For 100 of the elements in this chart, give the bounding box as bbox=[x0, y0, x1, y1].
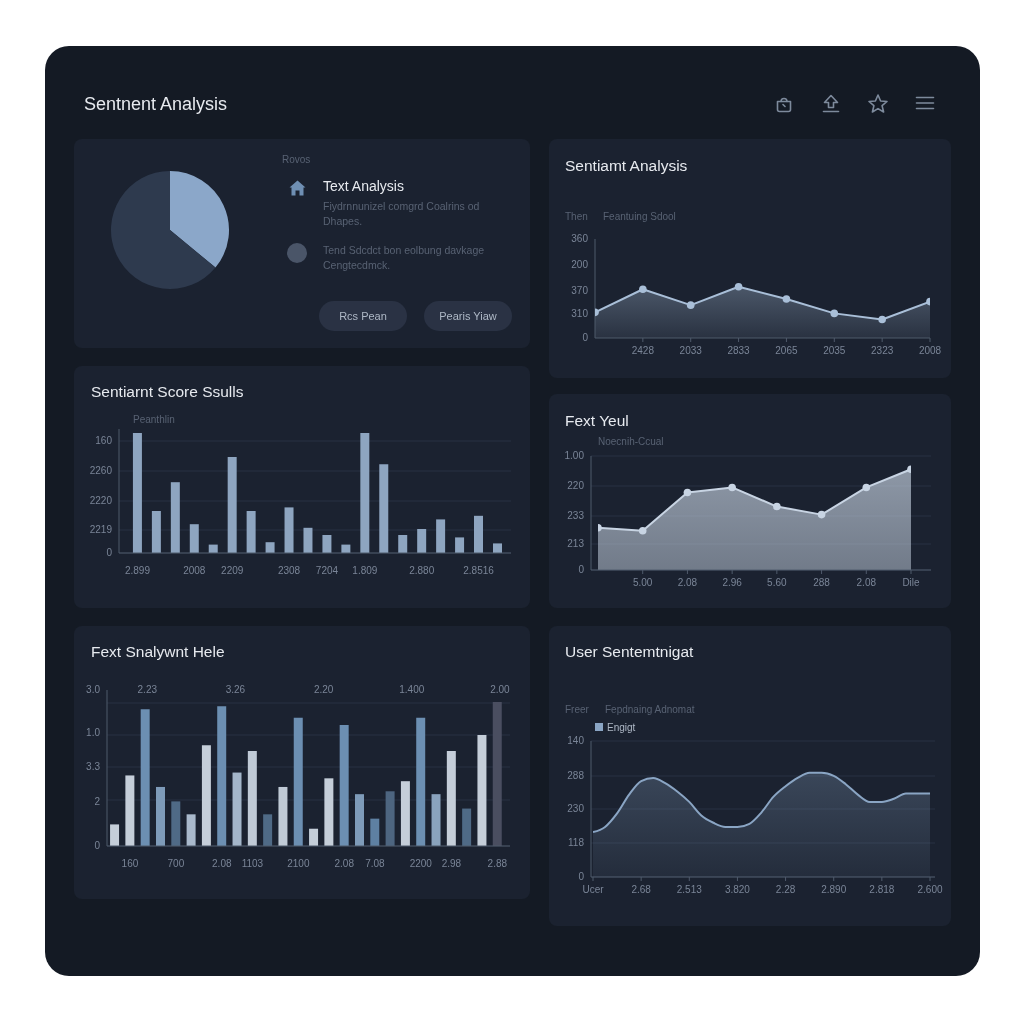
point bbox=[773, 502, 781, 511]
text: 360 bbox=[571, 232, 588, 246]
text: 233 bbox=[567, 509, 584, 523]
x-tick-label: 288 bbox=[813, 577, 831, 589]
x-tick-label: 2008 bbox=[183, 565, 206, 577]
x-tick-label: 2.28 bbox=[775, 884, 796, 896]
x-tick-label: 2.08 bbox=[677, 577, 698, 589]
point bbox=[817, 510, 826, 519]
bar bbox=[385, 791, 395, 846]
bar bbox=[171, 801, 181, 846]
pie-slice bbox=[111, 171, 216, 289]
x-tick-label: 2308 bbox=[277, 565, 301, 577]
bar bbox=[170, 482, 180, 553]
bar bbox=[417, 529, 427, 553]
bar bbox=[436, 519, 446, 553]
x-tick-label: Ucer bbox=[582, 884, 605, 896]
bar bbox=[446, 750, 456, 846]
chart-title: Fext Yeul bbox=[565, 411, 629, 432]
point bbox=[639, 285, 647, 294]
point bbox=[686, 301, 695, 309]
chart-title: Sentiamt Analysis bbox=[565, 156, 688, 177]
pill-button: Pearis Yiaw bbox=[424, 301, 512, 331]
x-tick-label: 2.899 bbox=[124, 565, 151, 577]
x-tick-label: 2200 bbox=[409, 858, 433, 870]
x-tick-label: 1.809 bbox=[352, 565, 378, 577]
x-tick-label: 2833 bbox=[727, 345, 751, 357]
text: 1.00 bbox=[564, 449, 584, 463]
bar bbox=[155, 786, 165, 846]
bar bbox=[125, 775, 135, 846]
bar bbox=[278, 786, 288, 846]
point bbox=[830, 309, 839, 318]
bar bbox=[339, 725, 349, 846]
x-tick-label: 2323 bbox=[871, 345, 894, 357]
text: 288 bbox=[567, 769, 584, 783]
text: 2220 bbox=[89, 494, 112, 508]
text: 2.23 bbox=[137, 683, 158, 697]
x-tick-label: 2065 bbox=[775, 345, 798, 357]
bar bbox=[379, 464, 389, 553]
x-tick-label: 2209 bbox=[221, 565, 244, 577]
bar bbox=[303, 527, 313, 553]
bar bbox=[477, 735, 487, 846]
text: 140 bbox=[567, 734, 584, 748]
text: 3.3 bbox=[86, 760, 100, 774]
text: 160 bbox=[95, 434, 112, 448]
bar bbox=[227, 457, 237, 553]
text: 3.0 bbox=[86, 683, 100, 697]
text: 220 bbox=[567, 479, 584, 493]
x-tick-label: 2428 bbox=[631, 345, 655, 357]
x-tick-label: 2.98 bbox=[441, 858, 462, 870]
text: 310 bbox=[571, 307, 588, 321]
text: 2 bbox=[94, 795, 100, 809]
x-tick-label: 700 bbox=[167, 858, 185, 870]
bar bbox=[492, 543, 502, 553]
chart-subtitle: Peanthlin bbox=[133, 413, 175, 427]
x-tick-label: 2.818 bbox=[869, 884, 895, 896]
text: 0 bbox=[578, 563, 584, 577]
x-tick-label: 2.08 bbox=[856, 577, 877, 589]
text: 1.400 bbox=[399, 683, 425, 697]
bar bbox=[132, 433, 142, 553]
chart-subtitle: Noecnih-Ccual bbox=[598, 435, 664, 449]
point bbox=[638, 526, 647, 535]
text: 0 bbox=[578, 870, 584, 884]
bar bbox=[293, 717, 303, 846]
bar bbox=[354, 794, 364, 846]
bar bbox=[309, 828, 319, 846]
pill-button: Rcs Pean bbox=[319, 301, 407, 331]
x-tick-label: 160 bbox=[121, 858, 139, 870]
x-tick-label: 2.880 bbox=[409, 565, 435, 577]
pie-slice bbox=[170, 171, 229, 268]
point bbox=[878, 315, 886, 324]
x-tick-label: 2.96 bbox=[722, 577, 743, 589]
text: 2219 bbox=[89, 523, 112, 537]
bar bbox=[284, 507, 294, 553]
text: 0 bbox=[106, 546, 112, 560]
text: 2.20 bbox=[313, 683, 334, 697]
bar bbox=[151, 511, 161, 553]
chart-title: Sentiarnt Score Ssulls bbox=[91, 382, 244, 403]
bar bbox=[232, 772, 242, 846]
point bbox=[862, 483, 871, 492]
bar bbox=[400, 781, 410, 846]
bar bbox=[265, 542, 275, 553]
x-tick-label: 5.00 bbox=[632, 577, 653, 589]
point bbox=[782, 295, 791, 303]
point bbox=[734, 282, 743, 291]
x-tick-label: 1103 bbox=[241, 858, 264, 870]
point bbox=[728, 483, 736, 492]
text: 200 bbox=[571, 258, 588, 272]
bar bbox=[201, 745, 211, 846]
bar bbox=[455, 537, 465, 553]
text: 3.26 bbox=[225, 683, 246, 697]
text: 2260 bbox=[89, 464, 112, 478]
text: Sentnent Analysis bbox=[84, 93, 228, 117]
bar bbox=[140, 709, 150, 846]
text: Tend Sdcdct bon eolbung davkage Cengtecdmck. bbox=[323, 243, 486, 273]
chart-subtitle: Feantuing Sdool bbox=[603, 210, 676, 224]
bar bbox=[398, 535, 408, 553]
x-tick-label: 2.88 bbox=[487, 858, 508, 870]
y-axis-title: Freer bbox=[565, 703, 589, 717]
text: 230 bbox=[567, 802, 584, 816]
x-tick-label: 2.08 bbox=[334, 858, 355, 870]
